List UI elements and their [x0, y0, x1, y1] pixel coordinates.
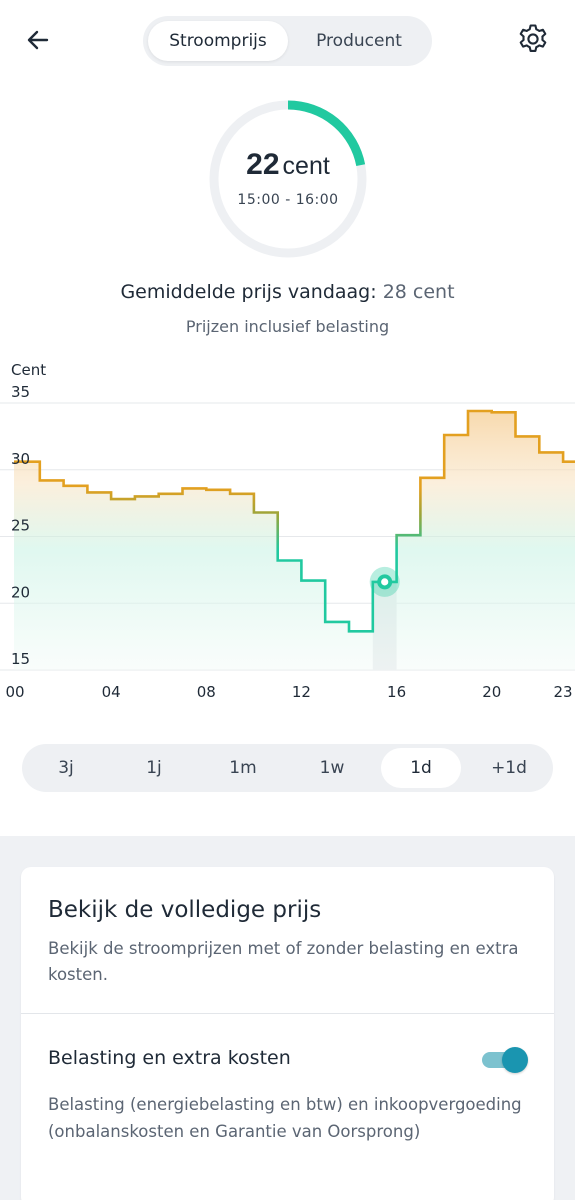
- price-chart[interactable]: Cent 35 30 25 20 15 00 04 08 12 16 20 23: [0, 355, 575, 710]
- y-axis-label: Cent: [11, 361, 46, 379]
- range-option-plus-1d[interactable]: +1d: [491, 758, 527, 778]
- range-option-1j[interactable]: 1j: [146, 758, 162, 778]
- range-option-1d[interactable]: 1d: [381, 748, 461, 788]
- range-selector: 3j 1j 1m 1w 1d +1d: [22, 744, 553, 792]
- back-button[interactable]: [18, 22, 58, 62]
- card-divider: [21, 1013, 554, 1014]
- average-price-value: 28 cent: [382, 281, 455, 303]
- current-price: 22 cent: [206, 148, 370, 182]
- current-price-value: 22: [246, 148, 280, 181]
- selected-point[interactable]: [369, 566, 400, 597]
- tax-note: Prijzen inclusief belasting: [185, 317, 390, 336]
- top-bar: Stroomprijs Producent: [0, 0, 575, 84]
- range-option-1m[interactable]: 1m: [229, 758, 257, 778]
- settings-button[interactable]: [512, 20, 554, 62]
- current-price-time: 15:00 - 16:00: [237, 192, 339, 208]
- arrow-left-icon: [25, 27, 51, 57]
- tax-toggle-description: Belasting (energiebelasting en btw) en i…: [48, 1095, 522, 1141]
- x-tick-label: 23: [553, 683, 572, 701]
- y-tick-label: 25: [11, 517, 30, 535]
- view-switcher: Stroomprijs Producent: [143, 16, 432, 66]
- selected-point-dot: [381, 578, 389, 586]
- tab-stroomprijs[interactable]: Stroomprijs: [148, 21, 288, 61]
- range-option-1w[interactable]: 1w: [319, 758, 345, 778]
- price-line: [14, 409, 575, 633]
- tax-toggle-knob: [502, 1047, 528, 1073]
- x-tick-label: 20: [482, 683, 501, 701]
- x-tick-label: 16: [387, 683, 406, 701]
- x-axis-ticks: 00 04 08 12 16 20 23: [5, 683, 572, 701]
- x-tick-label: 00: [5, 683, 24, 701]
- average-price: Gemiddelde prijs vandaag: 28 cent: [0, 281, 575, 303]
- price-gauge-fill: [287, 100, 366, 167]
- price-gauge: [209, 100, 367, 258]
- y-tick-label: 15: [11, 650, 30, 668]
- tab-producent[interactable]: Producent: [316, 31, 402, 51]
- tax-toggle[interactable]: [482, 1047, 528, 1073]
- x-tick-label: 08: [197, 683, 216, 701]
- y-tick-label: 30: [11, 450, 30, 468]
- x-tick-label: 04: [102, 683, 121, 701]
- gear-icon: [516, 22, 550, 60]
- y-tick-label: 20: [11, 583, 30, 601]
- y-axis-ticks: 35 30 25 20 15: [11, 383, 30, 668]
- x-tick-label: 12: [292, 683, 311, 701]
- range-option-3j[interactable]: 3j: [58, 758, 74, 778]
- card-title: Bekijk de volledige prijs: [48, 897, 322, 923]
- y-tick-label: 35: [11, 383, 30, 401]
- tax-toggle-label: Belasting en extra kosten: [48, 1047, 291, 1069]
- current-price-unit: cent: [282, 152, 330, 180]
- card-description: Bekijk de stroomprijzen met of zonder be…: [48, 939, 519, 984]
- price-area: [14, 411, 575, 670]
- full-price-card: Bekijk de volledige prijs Bekijk de stro…: [21, 867, 554, 1200]
- average-price-label: Gemiddelde prijs vandaag:: [120, 281, 377, 303]
